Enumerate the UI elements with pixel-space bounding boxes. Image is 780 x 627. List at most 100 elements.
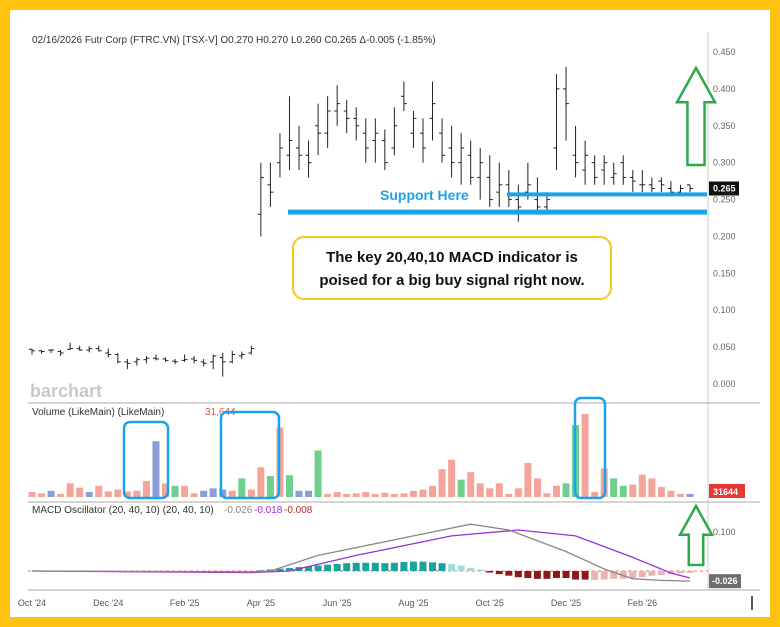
volume-bar	[257, 467, 265, 497]
macd-histogram-bar	[266, 569, 274, 571]
macd-histogram-bar	[495, 571, 503, 575]
volume-bar	[162, 483, 170, 497]
volume-bar	[629, 484, 637, 497]
macd-panel: MACD Oscillator (20, 40, 10) (20, 40, 10…	[28, 505, 741, 589]
price-tick-label: 0.300	[713, 158, 736, 168]
volume-bar	[619, 485, 627, 497]
macd-histogram-bar	[324, 564, 332, 571]
volume-bar	[285, 475, 293, 497]
price-tick-label: 0.000	[713, 379, 736, 389]
volume-bar	[409, 490, 417, 497]
macd-histogram-bar	[400, 562, 408, 571]
volume-bar	[429, 485, 437, 497]
volume-bar	[28, 492, 36, 497]
macd-histogram-bar	[257, 570, 265, 571]
macd-histogram-bar	[305, 566, 313, 571]
volume-bar	[219, 489, 227, 497]
volume-bar	[476, 483, 484, 497]
x-tick-label: Jun '25	[323, 598, 352, 608]
macd-histogram-bar	[648, 571, 656, 576]
volume-bar	[343, 493, 351, 497]
volume-bar	[85, 492, 93, 497]
volume-highlight-box	[573, 396, 607, 500]
volume-bar	[514, 488, 522, 497]
x-tick-label: Feb '25	[170, 598, 200, 608]
volume-bar	[371, 493, 379, 497]
macd-histogram-bar	[343, 563, 351, 571]
macd-histogram-bar	[629, 571, 637, 579]
volume-badge-label: 31644	[713, 487, 738, 497]
volume-bar	[686, 493, 694, 497]
macd-histogram-bar	[562, 571, 570, 579]
price-tick-label: 0.150	[713, 268, 736, 278]
macd-histogram-bar	[552, 571, 560, 579]
volume-bar	[266, 475, 274, 497]
volume-bar	[104, 491, 112, 497]
volume-bar	[438, 469, 446, 497]
x-tick-label: Oct '25	[476, 598, 504, 608]
macd-histogram-bar	[591, 571, 599, 580]
volume-panel: Volume (LikeMain) (LikeMain) 31,644 31644	[28, 407, 745, 498]
macd-signal-line	[31, 529, 691, 579]
chart-panel: 02/16/2026 Futr Corp (FTRC.VN) [TSX-V] O…	[10, 10, 770, 617]
macd-histogram-bar	[572, 571, 580, 580]
volume-bar	[133, 490, 141, 497]
x-tick-label: Aug '25	[398, 598, 428, 608]
macd-signal-value: -0.018	[254, 505, 283, 516]
volume-bar	[486, 488, 494, 497]
green-up-arrow-icon	[677, 503, 715, 567]
macd-histogram-bar	[486, 571, 494, 573]
volume-bar	[648, 478, 656, 497]
volume-bar	[114, 489, 122, 497]
annotations: Support Here	[122, 65, 718, 567]
price-header: 02/16/2026 Futr Corp (FTRC.VN) [TSX-V] O…	[32, 35, 436, 46]
x-tick-label: Feb '26	[627, 598, 657, 608]
volume-bar	[667, 490, 675, 497]
x-tick-label: Dec '24	[93, 598, 123, 608]
volume-bar	[562, 483, 570, 497]
volume-bar	[228, 490, 236, 497]
macd-histogram-bar	[457, 565, 465, 571]
macd-histogram-bar	[362, 562, 370, 571]
macd-tick-label: 0.100	[713, 527, 736, 537]
volume-bar	[591, 492, 599, 497]
price-tick-label: 0.100	[713, 305, 736, 315]
volume-bar	[638, 474, 646, 497]
volume-bar	[200, 490, 208, 497]
volume-bar	[467, 472, 475, 497]
volume-bar	[390, 493, 398, 497]
x-tick-label: Oct '24	[18, 598, 46, 608]
volume-bar	[657, 487, 665, 497]
price-tick-label: 0.250	[713, 195, 736, 205]
macd-histogram-bar	[533, 571, 541, 579]
volume-bar	[66, 483, 74, 497]
x-tick-label: Apr '25	[247, 598, 275, 608]
macd-histogram-bar	[314, 565, 322, 571]
x-tick-label: Dec '25	[551, 598, 581, 608]
chart-svg: 02/16/2026 Futr Corp (FTRC.VN) [TSX-V] O…	[18, 32, 760, 610]
macd-histogram-bar	[524, 571, 532, 579]
volume-bar	[47, 490, 55, 497]
volume-bar	[95, 485, 103, 497]
volume-bar	[495, 483, 503, 497]
volume-bar	[238, 478, 246, 497]
macd-histogram-bar	[429, 562, 437, 571]
volume-bar	[381, 492, 389, 497]
volume-bar	[524, 462, 532, 497]
volume-bar	[247, 489, 255, 497]
macd-badge-label: -0.026	[712, 576, 738, 586]
macd-histogram-bar	[467, 567, 475, 571]
volume-highlight-box	[219, 410, 281, 500]
volume-bar	[400, 493, 408, 497]
volume-last-value: 31,644	[205, 407, 236, 418]
macd-histogram-bar	[476, 569, 484, 571]
macd-histogram-bar	[438, 563, 446, 571]
volume-bar	[152, 441, 160, 497]
macd-histogram-bar	[581, 571, 589, 580]
volume-bar	[457, 479, 465, 497]
macd-histogram-bar	[333, 563, 341, 571]
volume-bar	[142, 480, 150, 497]
macd-line	[31, 523, 691, 582]
macd-histogram-bar	[514, 571, 522, 578]
volume-bar	[314, 450, 322, 497]
